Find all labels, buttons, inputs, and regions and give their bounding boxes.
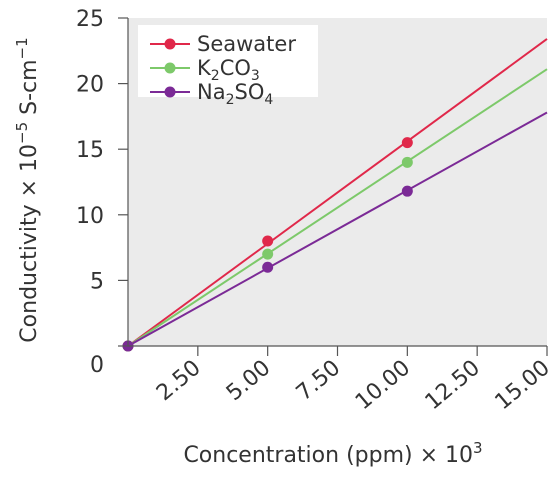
series-line bbox=[127, 38, 548, 347]
legend-label-part: CO bbox=[220, 56, 251, 80]
legend-swatch-marker bbox=[164, 86, 176, 98]
legend-label-part: Seawater bbox=[197, 32, 296, 56]
y-axis-title-pre: Conductivity × 10 bbox=[17, 144, 42, 343]
legend-swatch-marker bbox=[164, 62, 176, 74]
x-tick-label: 15.00 bbox=[491, 355, 550, 415]
y-tick-label: 20 bbox=[76, 73, 104, 98]
y-tick-label: 0 bbox=[90, 353, 104, 378]
x-axis-title-text: Concentration (ppm) × 10 bbox=[183, 443, 473, 468]
y-axis-title-sup1: −5 bbox=[13, 122, 31, 144]
x-tick-label: 5.00 bbox=[222, 355, 276, 406]
data-point bbox=[401, 137, 413, 149]
legend-label: Na2SO4 bbox=[197, 80, 273, 108]
x-tick-label: 12.50 bbox=[421, 355, 485, 415]
legend-label: K2CO3 bbox=[197, 56, 260, 84]
data-point bbox=[401, 185, 413, 197]
y-axis-title-sup2: −1 bbox=[13, 37, 31, 59]
y-tick-label: 10 bbox=[76, 204, 104, 229]
legend-label-subscript: 2 bbox=[226, 92, 235, 108]
legend-label-subscript: 3 bbox=[251, 68, 260, 84]
legend-label-subscript: 2 bbox=[211, 68, 220, 84]
data-point bbox=[401, 156, 413, 168]
x-tick-label: 2.50 bbox=[152, 355, 206, 406]
series-line bbox=[127, 111, 548, 347]
y-tick-label: 15 bbox=[76, 138, 104, 163]
legend-label-part: SO bbox=[235, 80, 265, 104]
legend-label: Seawater bbox=[197, 32, 296, 56]
x-axis-title-sup: 3 bbox=[473, 439, 483, 457]
legend-swatch-marker bbox=[164, 38, 176, 50]
data-point bbox=[262, 235, 274, 247]
series-lines bbox=[127, 38, 548, 347]
legend-box bbox=[138, 25, 318, 97]
y-tick-label: 25 bbox=[76, 7, 104, 32]
x-tick-label: 7.50 bbox=[292, 355, 346, 406]
x-tick-label: 10.00 bbox=[351, 355, 415, 415]
legend-label-part: Na bbox=[197, 80, 226, 104]
data-point bbox=[262, 248, 274, 260]
y-axis-title-mid: S-cm bbox=[17, 59, 42, 121]
y-axis-title: Conductivity × 10−5 S-cm−1 bbox=[13, 37, 42, 342]
y-tick-label: 5 bbox=[90, 269, 104, 294]
data-point bbox=[262, 261, 274, 273]
legend-label-subscript: 4 bbox=[264, 92, 273, 108]
series-line bbox=[127, 68, 548, 347]
x-axis-title: Concentration (ppm) × 103 bbox=[183, 439, 482, 468]
legend-label-part: K bbox=[197, 56, 212, 80]
